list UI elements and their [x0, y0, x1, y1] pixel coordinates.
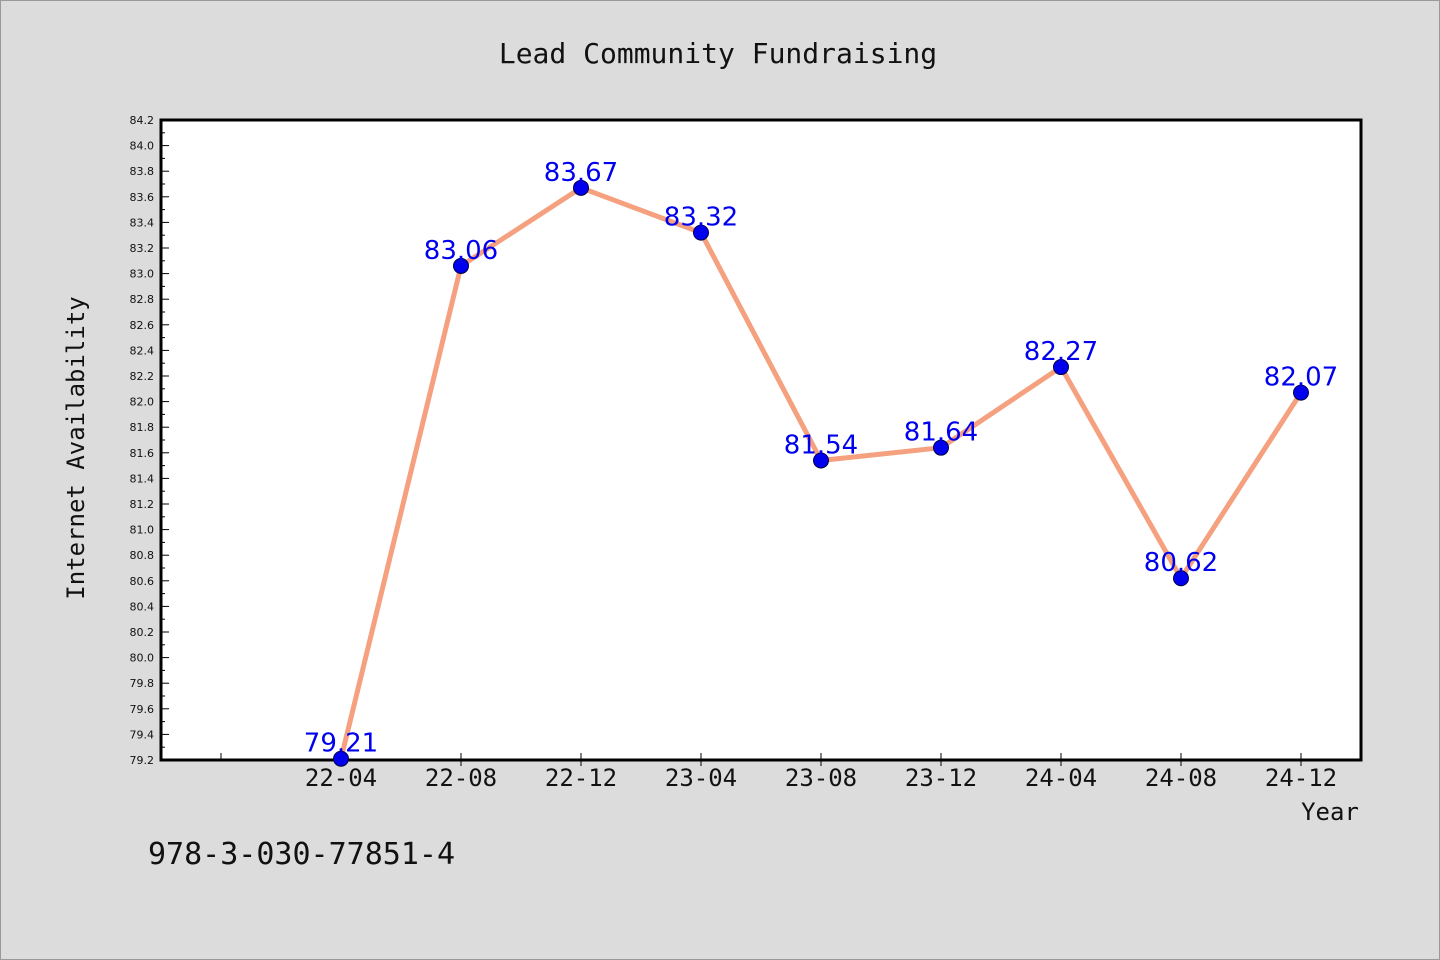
data-label: 81.64: [904, 418, 978, 448]
x-tick-label: 23-12: [905, 764, 977, 792]
x-tick-label: 23-08: [785, 764, 857, 792]
y-tick-label: 81.8: [130, 421, 155, 434]
y-tick-label: 79.6: [130, 703, 155, 716]
data-point: [573, 179, 589, 196]
y-tick-label: 80.0: [130, 652, 155, 665]
y-tick-label: 83.2: [130, 242, 155, 255]
data-point: [453, 257, 469, 274]
y-tick-label: 80.8: [130, 549, 155, 562]
y-tick-label: 80.4: [130, 600, 155, 613]
y-tick-label: 81.2: [130, 498, 155, 511]
data-label: 83.32: [664, 203, 738, 233]
y-axis-title: Internet Availability: [62, 296, 90, 599]
y-tick-label: 82.2: [130, 370, 155, 383]
data-point: [813, 452, 829, 469]
plot-area: [159, 118, 1363, 762]
y-tick-label: 80.6: [130, 575, 155, 588]
data-label: 83.06: [424, 236, 498, 266]
y-tick-label: 83.4: [130, 216, 155, 229]
y-tick-label: 82.4: [130, 344, 155, 357]
x-tick-label: 22-08: [425, 764, 497, 792]
data-point: [1173, 570, 1189, 587]
series-line-group: [333, 179, 1309, 767]
x-tick-label: 23-04: [665, 764, 737, 792]
data-point: [1293, 384, 1309, 401]
data-label: 82.27: [1024, 337, 1098, 367]
y-tick-label: 83.0: [130, 268, 155, 281]
isbn-code: 978-3-030-77851-4: [148, 837, 455, 872]
data-point: [933, 439, 949, 456]
x-tick-label: 24-04: [1025, 764, 1097, 792]
y-axis: 79.2 79.4 79.6 79.8 80.0 80.2 80.4 80.6 80.8 81.0…: [130, 114, 169, 767]
y-tick-label: 81.0: [130, 524, 155, 537]
data-point: [333, 750, 349, 767]
data-labels: 79.21 83.06 83.67 83.32 81.54 81.64 82.27 80.62…: [304, 158, 1338, 759]
y-tick-label: 83.8: [130, 165, 155, 178]
x-tick-label: 22-12: [545, 764, 617, 792]
y-tick-label: 79.4: [130, 728, 155, 741]
y-tick-label: 84.2: [130, 114, 155, 127]
x-axis-title: Year: [1301, 798, 1359, 826]
y-tick-label: 82.0: [130, 396, 155, 409]
y-tick-label: 82.6: [130, 319, 155, 332]
data-label: 83.67: [544, 158, 618, 188]
x-tick-label: 22-04: [305, 764, 377, 792]
data-label: 80.62: [1144, 548, 1218, 578]
y-tick-label: 79.2: [130, 754, 155, 767]
y-tick-label: 84.0: [130, 140, 155, 153]
x-tick-label: 24-08: [1145, 764, 1217, 792]
data-label: 81.54: [784, 430, 858, 460]
y-tick-label: 80.2: [130, 626, 155, 639]
data-point: [1053, 359, 1069, 376]
y-tick-label: 83.6: [130, 191, 155, 204]
y-tick-label: 81.6: [130, 447, 155, 460]
data-label: 82.07: [1264, 363, 1338, 393]
x-axis: 22-04 22-08 22-12 23-04 23-08 23-12 24-04 24-08…: [220, 753, 1337, 792]
y-tick-label: 79.8: [130, 677, 155, 690]
data-label: 79.21: [304, 729, 378, 759]
chart-title: Lead Community Fundraising: [499, 37, 937, 70]
data-point: [693, 224, 709, 241]
y-tick-label: 81.4: [130, 472, 155, 485]
y-tick-label: 82.8: [130, 293, 155, 306]
x-tick-label: 24-12: [1265, 764, 1337, 792]
